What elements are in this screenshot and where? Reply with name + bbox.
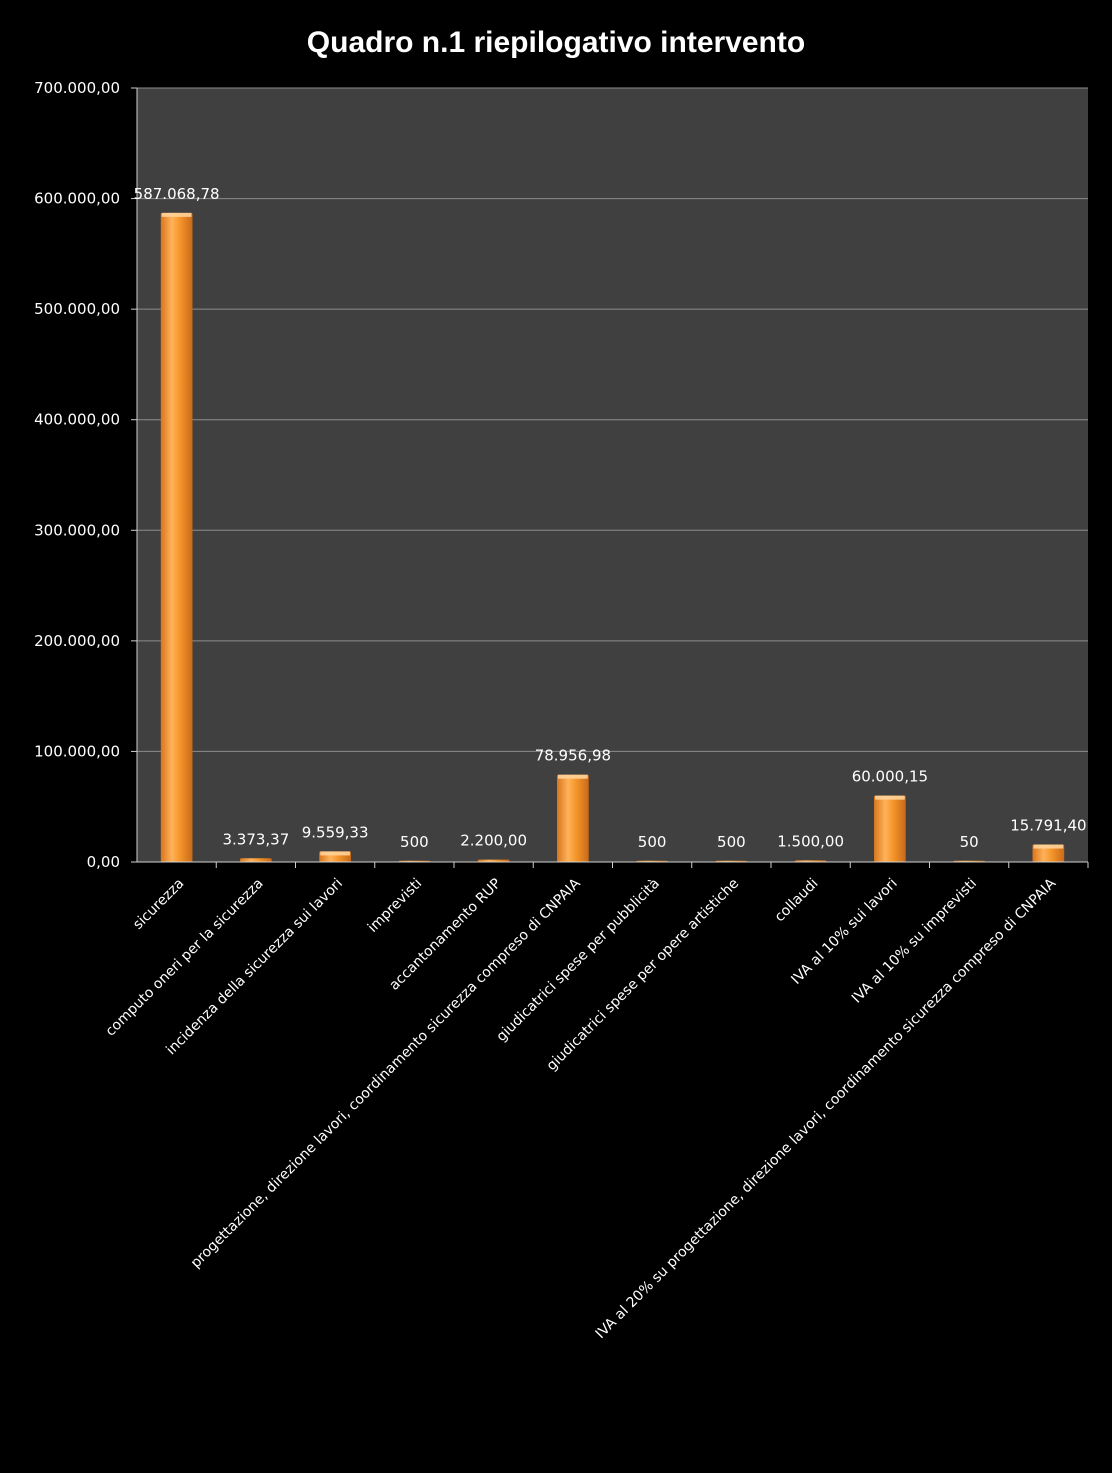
bar-highlight	[320, 851, 350, 856]
data-label: 1.500,00	[777, 832, 844, 850]
chart-title: Quadro n.1 riepilogativo intervento	[307, 26, 805, 59]
plot-area	[137, 88, 1088, 862]
bar	[160, 212, 193, 863]
x-category-label: giudicatrici spese per pubblicità	[493, 876, 662, 1045]
bars: 587.068,78 3.373,37 9.559,33 500 2.200,00 78.…	[134, 185, 1087, 863]
data-label: 500	[400, 833, 429, 851]
gridlines	[137, 87, 1088, 752]
data-label: 500	[717, 833, 746, 851]
data-label: 2.200,00	[460, 832, 527, 850]
data-label: 50	[960, 833, 979, 851]
bar	[874, 795, 906, 862]
x-category-label: progettazione, direzione lavori, coordin…	[188, 875, 584, 1271]
x-category-label: imprevisti	[365, 876, 425, 936]
data-label: 3.373,37	[222, 830, 289, 848]
data-label: 15.791,40	[1010, 817, 1086, 835]
x-category-label: collaudi	[772, 876, 822, 926]
bar-highlight	[1033, 844, 1064, 849]
bar	[557, 774, 589, 862]
y-axis: 0,00 100.000,00 200.000,00 300.000,00 400.00…	[34, 79, 138, 871]
x-category-label: computo oneri per la sicurezza	[103, 876, 267, 1040]
bar	[1032, 844, 1065, 862]
bar-highlight	[161, 212, 192, 217]
data-label: 500	[638, 833, 667, 851]
bar-highlight	[875, 795, 905, 800]
data-label: 9.559,33	[302, 823, 369, 841]
data-label: 78.956,98	[535, 747, 611, 765]
y-tick-label: 700.000,00	[34, 79, 120, 97]
y-tick-label: 200.000,00	[34, 632, 120, 650]
bar-highlight	[558, 774, 588, 779]
y-tick-label: 500.000,00	[34, 300, 120, 318]
data-label: 587.068,78	[134, 185, 220, 203]
y-tick-label: 600.000,00	[34, 190, 120, 208]
bar	[477, 859, 510, 862]
y-tick-label: 0,00	[87, 853, 120, 871]
y-tick-label: 400.000,00	[34, 411, 120, 429]
data-label: 60.000,15	[852, 768, 928, 786]
bar	[240, 858, 272, 862]
x-category-label: incidenza della sicurezza sui lavori	[163, 876, 346, 1059]
x-category-label: sicurezza	[130, 876, 187, 933]
y-tick-label: 100.000,00	[34, 742, 120, 760]
y-tick-label: 300.000,00	[34, 521, 120, 539]
